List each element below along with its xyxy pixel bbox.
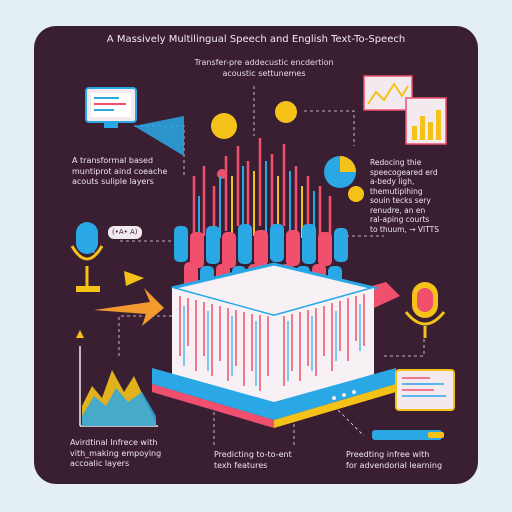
line-chart-icon [363,75,413,111]
node-circle-icon [211,113,237,139]
area-chart-icon [76,330,158,427]
arrow-small-shape [124,271,144,286]
left-top-label: A transformal based muntiprot aind coeac… [72,156,168,186]
waveform-spikes [192,138,332,246]
speaker-icon [404,282,446,338]
mic-chip: (•A• A) [108,226,142,239]
screen-icon [85,87,137,128]
page-title: A Massively Multilingual Speech and Engl… [106,34,406,45]
bottom-left-label: Avirdtinal Infrece with vith_making empo… [70,438,162,468]
monitor-icon [372,369,455,440]
microphone-icon [70,222,104,292]
pie-chart-icon [324,156,364,202]
arrow-left-shape [94,288,164,326]
node-circle-icon [275,101,297,123]
server-platform-icon [152,288,396,428]
bottom-center-label: Predicting to-to-ent texh features [214,450,292,470]
beam-shape [134,116,184,156]
bar-chart-icon [405,97,447,145]
bottom-right-label: Preedting infree with for advendorial le… [346,450,443,470]
page-subtitle: Transfer-pre addecustic encdertion acous… [194,58,334,78]
infographic-card: A Massively Multilingual Speech and Engl… [34,26,478,484]
right-top-label: Redocing thie speecogeared erd a-bedy li… [370,158,439,234]
infographic-artwork [70,75,455,446]
